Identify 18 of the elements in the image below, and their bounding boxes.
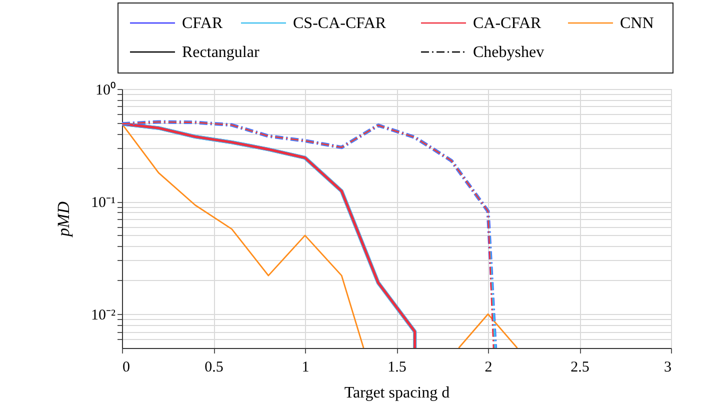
y-axis-title: pMD xyxy=(54,200,74,238)
legend-label: Chebyshev xyxy=(473,44,544,61)
y-tick-label: 10⁰ xyxy=(96,82,116,98)
x-tick-label: 2.5 xyxy=(570,360,590,376)
x-axis-title: Target spacing d xyxy=(344,384,450,402)
x-tick-label: 2 xyxy=(484,360,492,376)
legend-label: CS-CA-CFAR xyxy=(293,15,386,32)
legend-label: Rectangular xyxy=(182,44,260,61)
x-tick-label: 0.5 xyxy=(204,360,224,376)
x-tick-label: 1 xyxy=(302,360,310,376)
x-tick-label: 3 xyxy=(664,360,672,376)
x-tick-label: 0 xyxy=(122,360,130,376)
legend-label: CNN xyxy=(620,15,654,32)
legend-label: CA-CFAR xyxy=(473,15,542,32)
legend-label: CFAR xyxy=(182,15,223,32)
y-tick-label: 10⁻¹ xyxy=(91,195,116,212)
x-tick-label: 1.5 xyxy=(388,360,406,376)
y-tick-label: 10⁻² xyxy=(91,308,116,324)
